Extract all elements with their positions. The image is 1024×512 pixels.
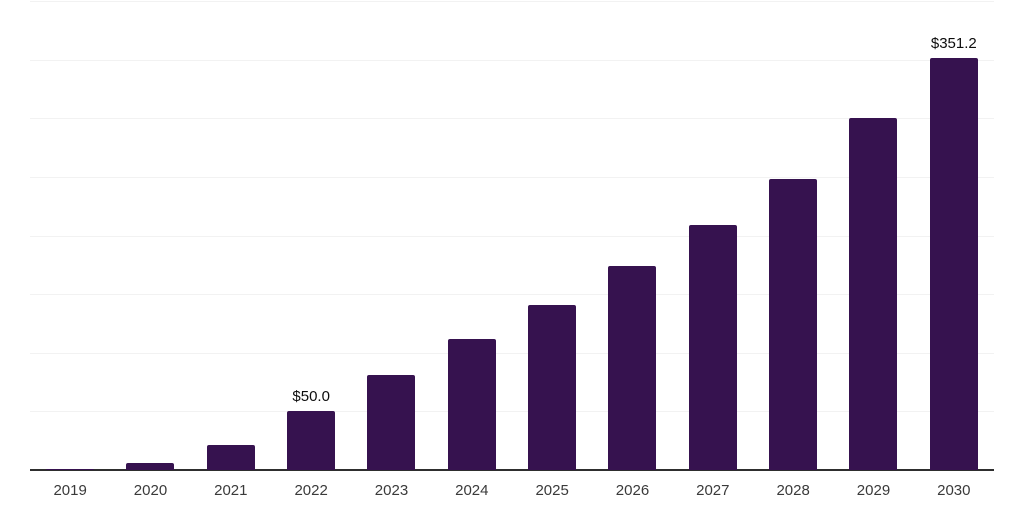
bar-2020: [126, 463, 175, 470]
x-tick-label-2027: 2027: [696, 482, 730, 499]
gridline-100: [30, 352, 994, 354]
bar-slot-2019: [30, 1, 110, 470]
bar-2024: [447, 338, 496, 470]
x-tick-label-2024: 2024: [455, 482, 489, 499]
gridline-250: [30, 176, 994, 178]
x-tick-label-2025: 2025: [535, 482, 569, 499]
bar-slot-2024: [432, 1, 512, 470]
bar-slot-2022: $50.0: [271, 1, 351, 470]
bar-2027: [688, 224, 737, 470]
bar-slot-2030: $351.2: [914, 1, 994, 470]
x-tick-label-2023: 2023: [374, 482, 409, 499]
data-label-2030: $351.2: [930, 35, 977, 53]
x-tick-label-2020: 2020: [133, 482, 168, 499]
bar-2025: [528, 304, 577, 470]
bar-2026: [608, 266, 657, 470]
gridline-400: [30, 1, 994, 2]
x-axis-line: [30, 469, 994, 471]
bar-slot-2029: [833, 1, 913, 470]
plot-area: $50.0 $351.2: [30, 1, 994, 471]
bar-2022: [287, 411, 336, 470]
gridline-200: [30, 235, 994, 237]
bar-2021: [206, 445, 255, 470]
gridline-350: [30, 59, 994, 61]
x-tick-label-2026: 2026: [615, 482, 650, 499]
bar-2023: [367, 375, 416, 470]
x-tick-label-2022: 2022: [294, 482, 328, 499]
bar-slot-2020: [110, 1, 190, 470]
gridline-300: [30, 118, 994, 120]
x-tick-label-2028: 2028: [776, 482, 810, 499]
bar-slot-2026: [592, 1, 672, 470]
bar-slot-2027: [673, 1, 753, 470]
bar-2029: [849, 118, 898, 470]
x-tick-label-2019: 2019: [53, 482, 87, 499]
bar-slot-2025: [512, 1, 592, 470]
bar-2030: [929, 58, 978, 470]
bar-slot-2021: [191, 1, 271, 470]
bar-2028: [769, 179, 818, 470]
gridline-50: [30, 411, 994, 413]
x-axis-tick-labels: 2019 2020 2021 2022 2023 2024 2025 2026 2027 2028…: [30, 482, 994, 506]
bar-slot-2028: [753, 1, 833, 470]
data-label-2022: $50.0: [292, 388, 330, 406]
bar-slot-2023: [351, 1, 431, 470]
x-tick-label-2029: 2029: [856, 482, 891, 499]
x-tick-label-2021: 2021: [214, 482, 248, 499]
x-tick-label-2030: 2030: [937, 482, 971, 499]
bar-2019: [46, 468, 95, 470]
gridline-150: [30, 294, 994, 296]
